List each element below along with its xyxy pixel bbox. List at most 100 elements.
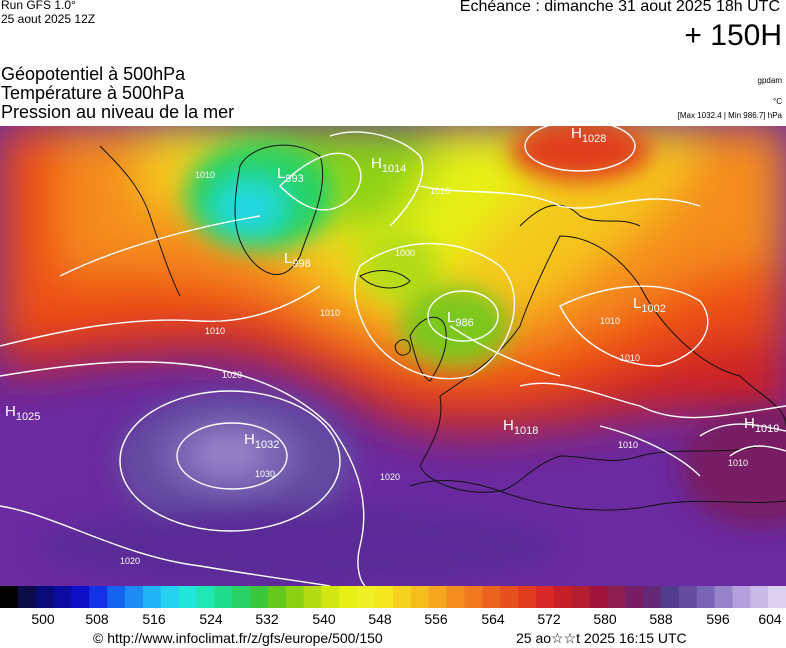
isobar-label: 1010 (728, 458, 748, 468)
color-swatch (375, 586, 394, 608)
geopotential-field (0, 126, 786, 586)
pressure-center-H-1018: H1018 (503, 417, 538, 437)
color-swatch (0, 586, 19, 608)
color-swatch (446, 586, 465, 608)
title-line-pressure: Pression au niveau de la mer (1, 102, 235, 122)
color-swatch (410, 586, 430, 608)
color-swatch (643, 586, 662, 608)
color-swatch (53, 586, 72, 608)
isobar-label: 1010 (205, 326, 225, 336)
lead-time: + 150H (684, 19, 782, 52)
isobar-labels: 1010 1010 1020 1030 1020 1020 1010 1010 1000 1010… (120, 170, 748, 566)
isobar-label: 1010 (320, 308, 340, 318)
color-swatch (196, 586, 215, 608)
isobar-label: 1010 (618, 440, 638, 450)
color-swatch (250, 586, 269, 608)
isobar-label: 1010 (430, 186, 450, 196)
isobar-label: 1000 (395, 248, 415, 258)
color-swatch (214, 586, 233, 608)
color-scale-tick: 532 (255, 611, 279, 627)
run-date: 25 aout 2025 12Z (1, 12, 96, 26)
color-swatch (553, 586, 573, 608)
isobar-label: 1020 (120, 556, 140, 566)
color-swatch (142, 586, 162, 608)
color-swatch (660, 586, 680, 608)
color-swatch (500, 586, 519, 608)
isobar-label: 1010 (600, 316, 620, 326)
color-swatch (571, 586, 590, 608)
color-swatch (71, 586, 90, 608)
units-gpdam: gpdam (757, 76, 782, 85)
color-swatch (160, 586, 180, 608)
color-scale-tick: 596 (706, 611, 730, 627)
color-scale-tick: 540 (312, 611, 336, 627)
echeance: Echéance : dimanche 31 aout 2025 18h UTC (459, 0, 780, 15)
color-swatch (696, 586, 716, 608)
pressure-center-H-1019: H1019 (744, 415, 779, 435)
color-swatch (125, 586, 144, 608)
title-line-geopotential: Géopotentiel à 500hPa (1, 64, 186, 84)
color-scale-tick: 604 (758, 611, 782, 627)
color-scale-tick: 588 (649, 611, 673, 627)
color-swatch (732, 586, 751, 608)
color-swatch (464, 586, 483, 608)
color-swatch (107, 586, 126, 608)
color-swatch (339, 586, 358, 608)
color-scale-bar (0, 586, 786, 608)
pressure-center-L-998: L998 (284, 250, 311, 270)
color-swatch (35, 586, 55, 608)
color-swatch (428, 586, 448, 608)
color-scale-tick: 564 (481, 611, 505, 627)
pressure-center-L-986: L986 (447, 309, 474, 329)
pressure-centers: H1028 L993 H1014 L998 L986 L1002 H1025 H1032 H10… (5, 126, 779, 451)
color-swatch (750, 586, 769, 608)
color-scale-tick: 556 (424, 611, 448, 627)
color-scale-tick: 524 (199, 611, 223, 627)
isobar-label: 1010 (620, 353, 640, 363)
coastlines (99, 144, 786, 511)
color-scale-tick: 508 (85, 611, 109, 627)
color-swatch (178, 586, 197, 608)
pressure-center-H-1025: H1025 (5, 403, 40, 423)
color-scale-tick: 516 (142, 611, 166, 627)
color-swatch (89, 586, 108, 608)
color-swatch (17, 586, 37, 608)
isobar-label: 1030 (255, 469, 275, 479)
color-swatch (357, 586, 376, 608)
generated-timestamp: 25 ao☆☆t 2025 16:15 UTC (516, 630, 687, 646)
pressure-center-L-993: L993 (277, 165, 304, 185)
run-label: Run GFS 1.0° (1, 0, 76, 12)
color-swatch (678, 586, 698, 608)
color-scale-tick: 572 (537, 611, 561, 627)
color-swatch (303, 586, 323, 608)
color-swatch (232, 586, 251, 608)
color-swatch (321, 586, 340, 608)
color-swatch (535, 586, 555, 608)
color-swatch (768, 586, 786, 608)
color-scale-tick: 580 (593, 611, 617, 627)
pressure-center-L-1002: L1002 (633, 295, 666, 315)
color-swatch (589, 586, 608, 608)
source-url: © http://www.infoclimat.fr/z/gfs/europe/… (93, 630, 383, 646)
pressure-center-H-1014: H1014 (371, 155, 406, 175)
color-swatch (518, 586, 537, 608)
isobars (0, 126, 786, 586)
units-celsius: °C (773, 97, 782, 106)
color-swatch (607, 586, 626, 608)
color-swatch (285, 586, 305, 608)
isobar-label: 1010 (195, 170, 215, 180)
title-line-temperature: Température à 500hPa (1, 83, 185, 103)
color-scale-tick: 500 (31, 611, 55, 627)
color-swatch (625, 586, 644, 608)
weather-map: H1028 L993 H1014 L998 L986 L1002 H1025 H1032 H10… (0, 126, 786, 586)
color-swatch (482, 586, 501, 608)
isobar-label: 1020 (380, 472, 400, 482)
pressure-center-H-1028: H1028 (571, 126, 606, 145)
max-min-pressure: [Max 1032.4 | Min 986.7] hPa (677, 111, 782, 120)
color-swatch (714, 586, 733, 608)
color-swatch (267, 586, 287, 608)
color-scale-tick: 548 (368, 611, 392, 627)
isobar-label: 1020 (222, 370, 242, 380)
color-swatch (393, 586, 412, 608)
pressure-center-H-1032: H1032 (244, 431, 279, 451)
